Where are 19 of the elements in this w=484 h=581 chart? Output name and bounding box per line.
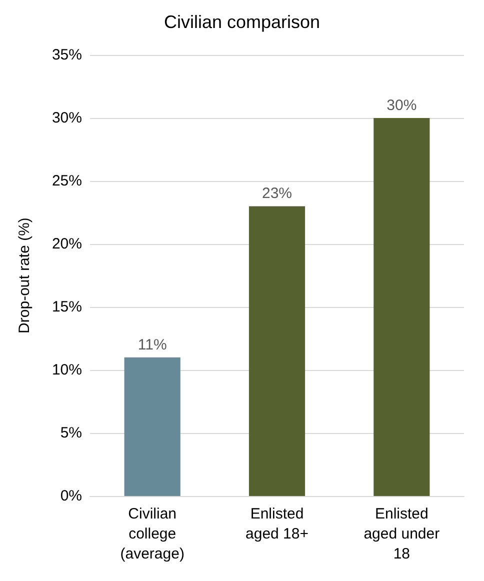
- y-axis-title: Drop-out rate (%): [16, 218, 33, 334]
- data-label: 30%: [386, 97, 417, 114]
- y-tick-label: 30%: [52, 110, 82, 126]
- data-label: 11%: [138, 336, 167, 354]
- bar: [248, 206, 306, 496]
- y-tick-label: 15%: [52, 298, 82, 316]
- x-tick-label: Enlisted aged under 18: [364, 506, 440, 562]
- y-tick-label: 10%: [52, 362, 82, 378]
- x-tick-label: Enlisted aged 18+: [246, 506, 309, 542]
- bar: [124, 357, 180, 496]
- x-tick-label: Civilian college (average): [120, 506, 184, 562]
- y-tick-label: 20%: [52, 236, 82, 252]
- chart-title: Civilian comparison: [164, 12, 320, 32]
- y-tick-label: 0%: [60, 488, 82, 504]
- data-label: 23%: [262, 185, 292, 202]
- y-tick-label: 25%: [52, 172, 82, 190]
- bar: [374, 118, 430, 496]
- y-tick-label: 5%: [60, 424, 82, 442]
- y-tick-label: 35%: [52, 46, 82, 64]
